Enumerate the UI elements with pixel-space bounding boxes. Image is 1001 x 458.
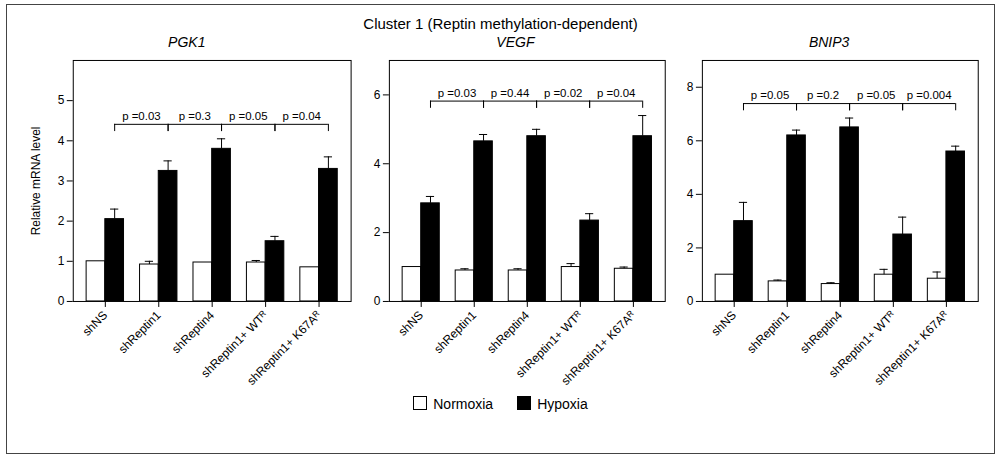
svg-text:shNS: shNS — [80, 308, 111, 339]
html-text:Normoxia: Normoxia — [433, 395, 494, 412]
svg-text:shReptin1+ K67Aᴿ: shReptin1+ K67Aᴿ — [872, 308, 952, 388]
svg-text:shReptin1+ WTᴿ: shReptin1+ WTᴿ — [512, 308, 585, 381]
svg-text:p =0.03: p =0.03 — [122, 110, 160, 122]
svg-text:4: 4 — [58, 134, 65, 148]
svg-text:p =0.04: p =0.04 — [282, 110, 321, 122]
svg-text:shReptin1+ K67Aᴿ: shReptin1+ K67Aᴿ — [558, 308, 638, 388]
svg-text:shReptin1: shReptin1 — [116, 308, 164, 356]
svg-text:p =0.05: p =0.05 — [751, 89, 789, 101]
svg-text:p =0.2: p =0.2 — [807, 89, 839, 101]
svg-text:p =0.03: p =0.03 — [437, 87, 475, 99]
svg-text:shReptin1+ WTᴿ: shReptin1+ WTᴿ — [198, 308, 271, 381]
svg-text:shNS: shNS — [395, 308, 426, 339]
svg-text:shReptin4: shReptin4 — [797, 308, 845, 356]
svg-text:p =0.3: p =0.3 — [179, 110, 211, 122]
svg-text:p =0.004: p =0.004 — [907, 89, 952, 101]
html-text:Cluster 1 (Reptin methylation-: Cluster 1 (Reptin methylation-dependent) — [363, 15, 638, 32]
svg-text:p =0.04: p =0.04 — [596, 87, 635, 99]
svg-text:Relative mRNA level: Relative mRNA level — [29, 127, 43, 236]
svg-text:2: 2 — [373, 225, 380, 239]
svg-text:0: 0 — [58, 294, 65, 308]
html-text:Hypoxia: Hypoxia — [537, 395, 588, 412]
svg-text:8: 8 — [687, 80, 694, 94]
svg-text:shReptin1: shReptin1 — [431, 308, 479, 356]
svg-text:shReptin1: shReptin1 — [744, 308, 792, 356]
svg-text:2: 2 — [58, 214, 65, 228]
svg-text:4: 4 — [687, 187, 694, 201]
svg-text:3: 3 — [58, 174, 65, 188]
svg-text:p =0.05: p =0.05 — [857, 89, 895, 101]
svg-text:6: 6 — [687, 134, 694, 148]
svg-text:5: 5 — [58, 93, 65, 107]
html-text:PGK1: PGK1 — [168, 34, 206, 50]
svg-text:p =0.02: p =0.02 — [543, 87, 581, 99]
html-text:VEGF: VEGF — [496, 34, 535, 50]
svg-text:0: 0 — [687, 294, 694, 308]
svg-text:6: 6 — [373, 88, 380, 102]
svg-text:0: 0 — [373, 294, 380, 308]
svg-text:2: 2 — [687, 241, 694, 255]
svg-text:p =0.44: p =0.44 — [490, 87, 529, 99]
svg-text:shReptin1+ WTᴿ: shReptin1+ WTᴿ — [826, 308, 899, 381]
svg-text:shReptin4: shReptin4 — [484, 308, 532, 356]
svg-text:p =0.05: p =0.05 — [229, 110, 267, 122]
svg-text:1: 1 — [58, 254, 65, 268]
svg-text:shReptin4: shReptin4 — [169, 308, 217, 356]
svg-text:shReptin1+ K67Aᴿ: shReptin1+ K67Aᴿ — [244, 308, 324, 388]
html-text:BNIP3: BNIP3 — [808, 34, 850, 50]
svg-text:4: 4 — [373, 157, 380, 171]
svg-text:shNS: shNS — [709, 308, 740, 339]
